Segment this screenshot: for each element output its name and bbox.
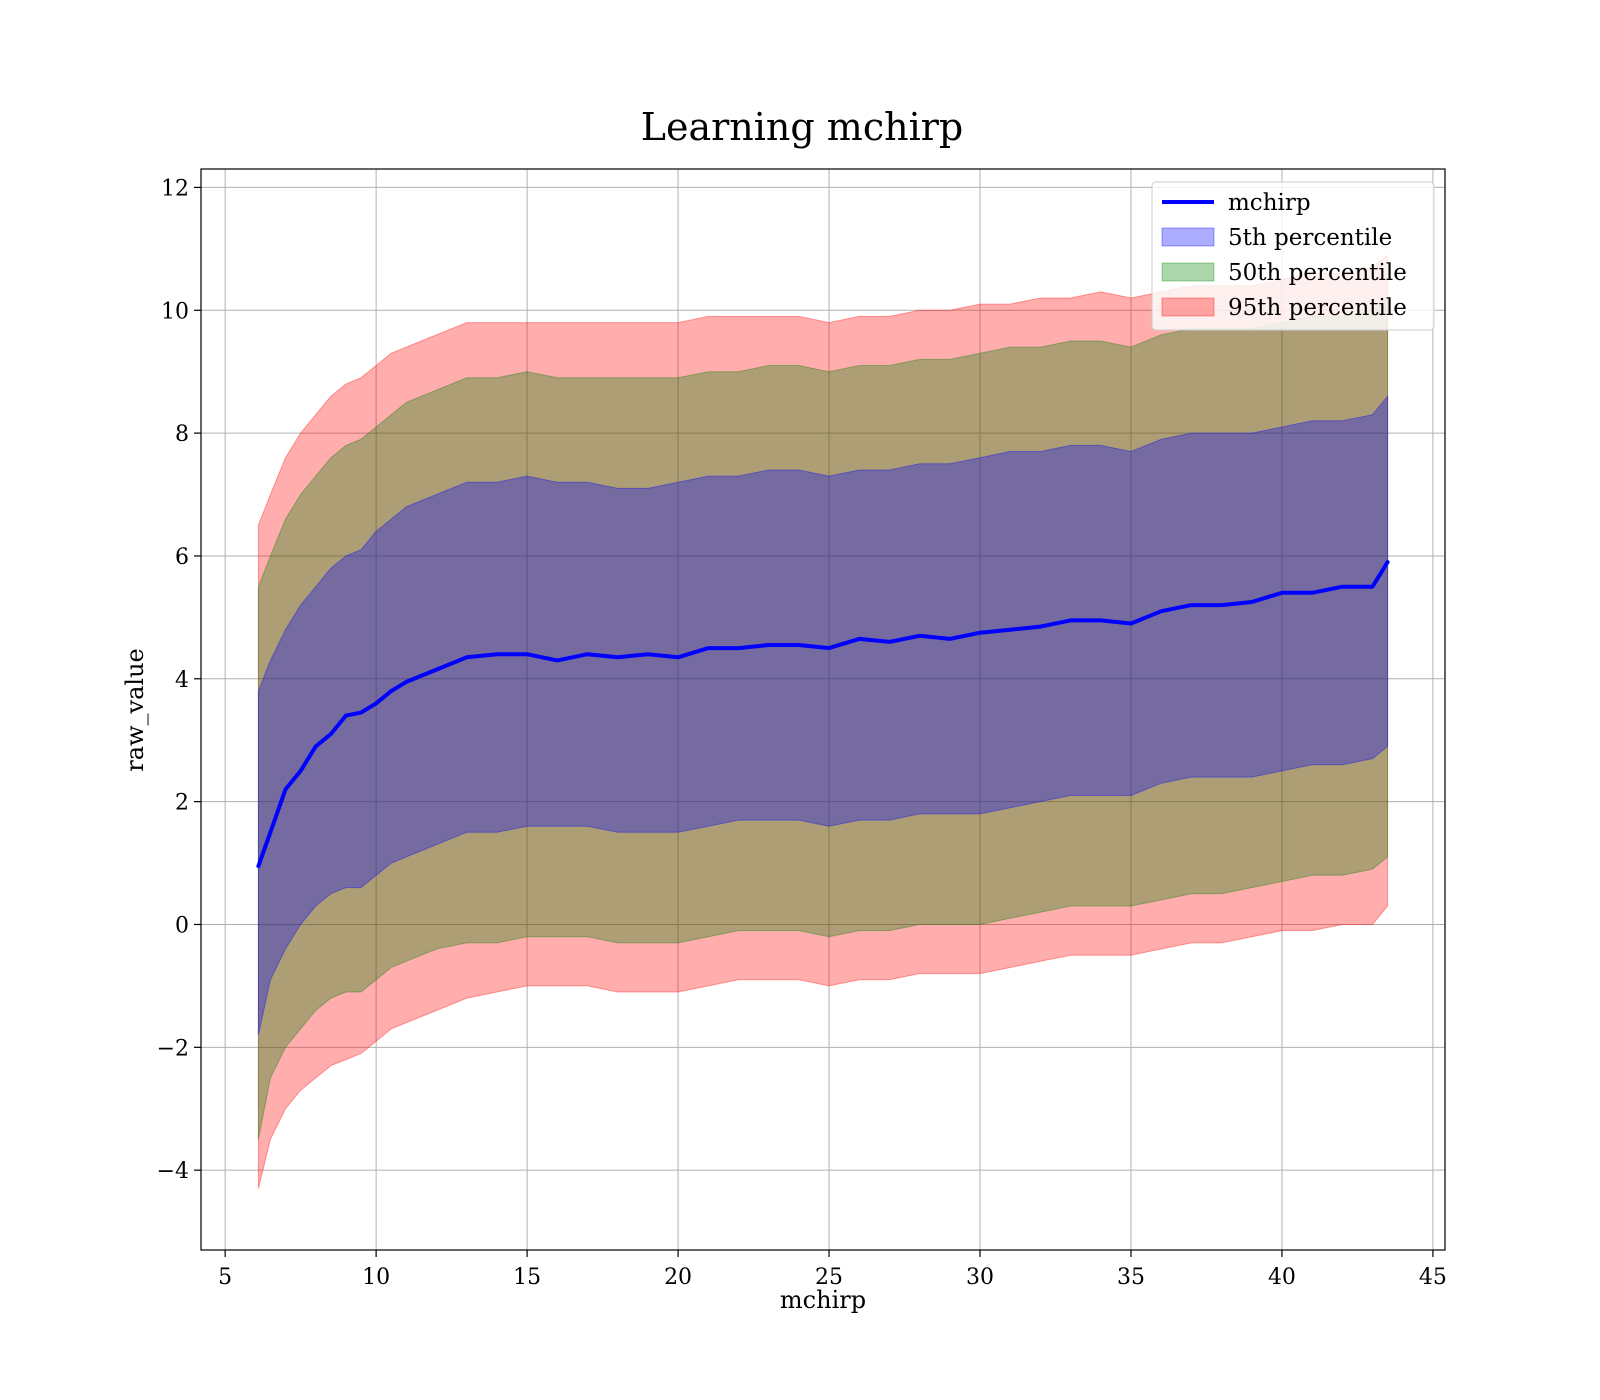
x-tick-label: 30 — [966, 1265, 994, 1290]
band-95th-percentile — [257, 253, 1389, 1189]
x-tick-label: 40 — [1268, 1265, 1296, 1290]
mchirp-line-layer — [256, 560, 1390, 869]
legend-label: 95th percentile — [1228, 295, 1407, 321]
band-5th-percentile — [257, 394, 1389, 1036]
legend-box — [1151, 181, 1435, 331]
y-tick-label: 12 — [161, 176, 189, 201]
legend-label: 5th percentile — [1228, 225, 1392, 251]
legend-swatch-band — [1161, 262, 1215, 282]
y-tick-label: 8 — [175, 422, 189, 447]
y-tick-label: 2 — [175, 791, 189, 816]
legend-label: 50th percentile — [1228, 260, 1407, 286]
legend: mchirp 5th percentile 50th percentile 95th … — [1151, 181, 1435, 331]
y-axis-label: raw_value — [121, 648, 149, 772]
x-tick-label: 35 — [1117, 1265, 1145, 1290]
x-tick-label: 5 — [218, 1265, 232, 1290]
x-tick-label: 10 — [362, 1265, 390, 1290]
legend-swatch-band — [1161, 297, 1215, 317]
legend-swatch-band — [1161, 227, 1215, 247]
x-tick-label: 20 — [664, 1265, 692, 1290]
x-tick-label: 15 — [513, 1265, 541, 1290]
plot-frame — [200, 168, 1446, 1251]
axis-ticks: 5 10 15 20 25 30 35 40 45 −4 −2 0 2 4 6 8 10 12 — [157, 176, 1447, 1290]
x-tick-label: 45 — [1419, 1265, 1447, 1290]
y-tick-label: 0 — [175, 913, 189, 938]
y-tick-label: −2 — [157, 1036, 189, 1061]
band-50th-percentile — [257, 296, 1389, 1140]
x-tick-label: 25 — [815, 1265, 843, 1290]
y-tick-label: 10 — [161, 299, 189, 324]
grid — [201, 169, 1445, 1250]
legend-label: mchirp — [1228, 190, 1311, 216]
percentile-bands — [257, 253, 1389, 1189]
y-tick-label: −4 — [157, 1159, 189, 1184]
x-axis-label: mchirp — [780, 1286, 866, 1314]
y-tick-label: 4 — [175, 668, 189, 693]
series-line-mchirp — [256, 560, 1390, 869]
y-tick-label: 6 — [175, 545, 189, 570]
chart-title: Learning mchirp — [641, 105, 963, 149]
